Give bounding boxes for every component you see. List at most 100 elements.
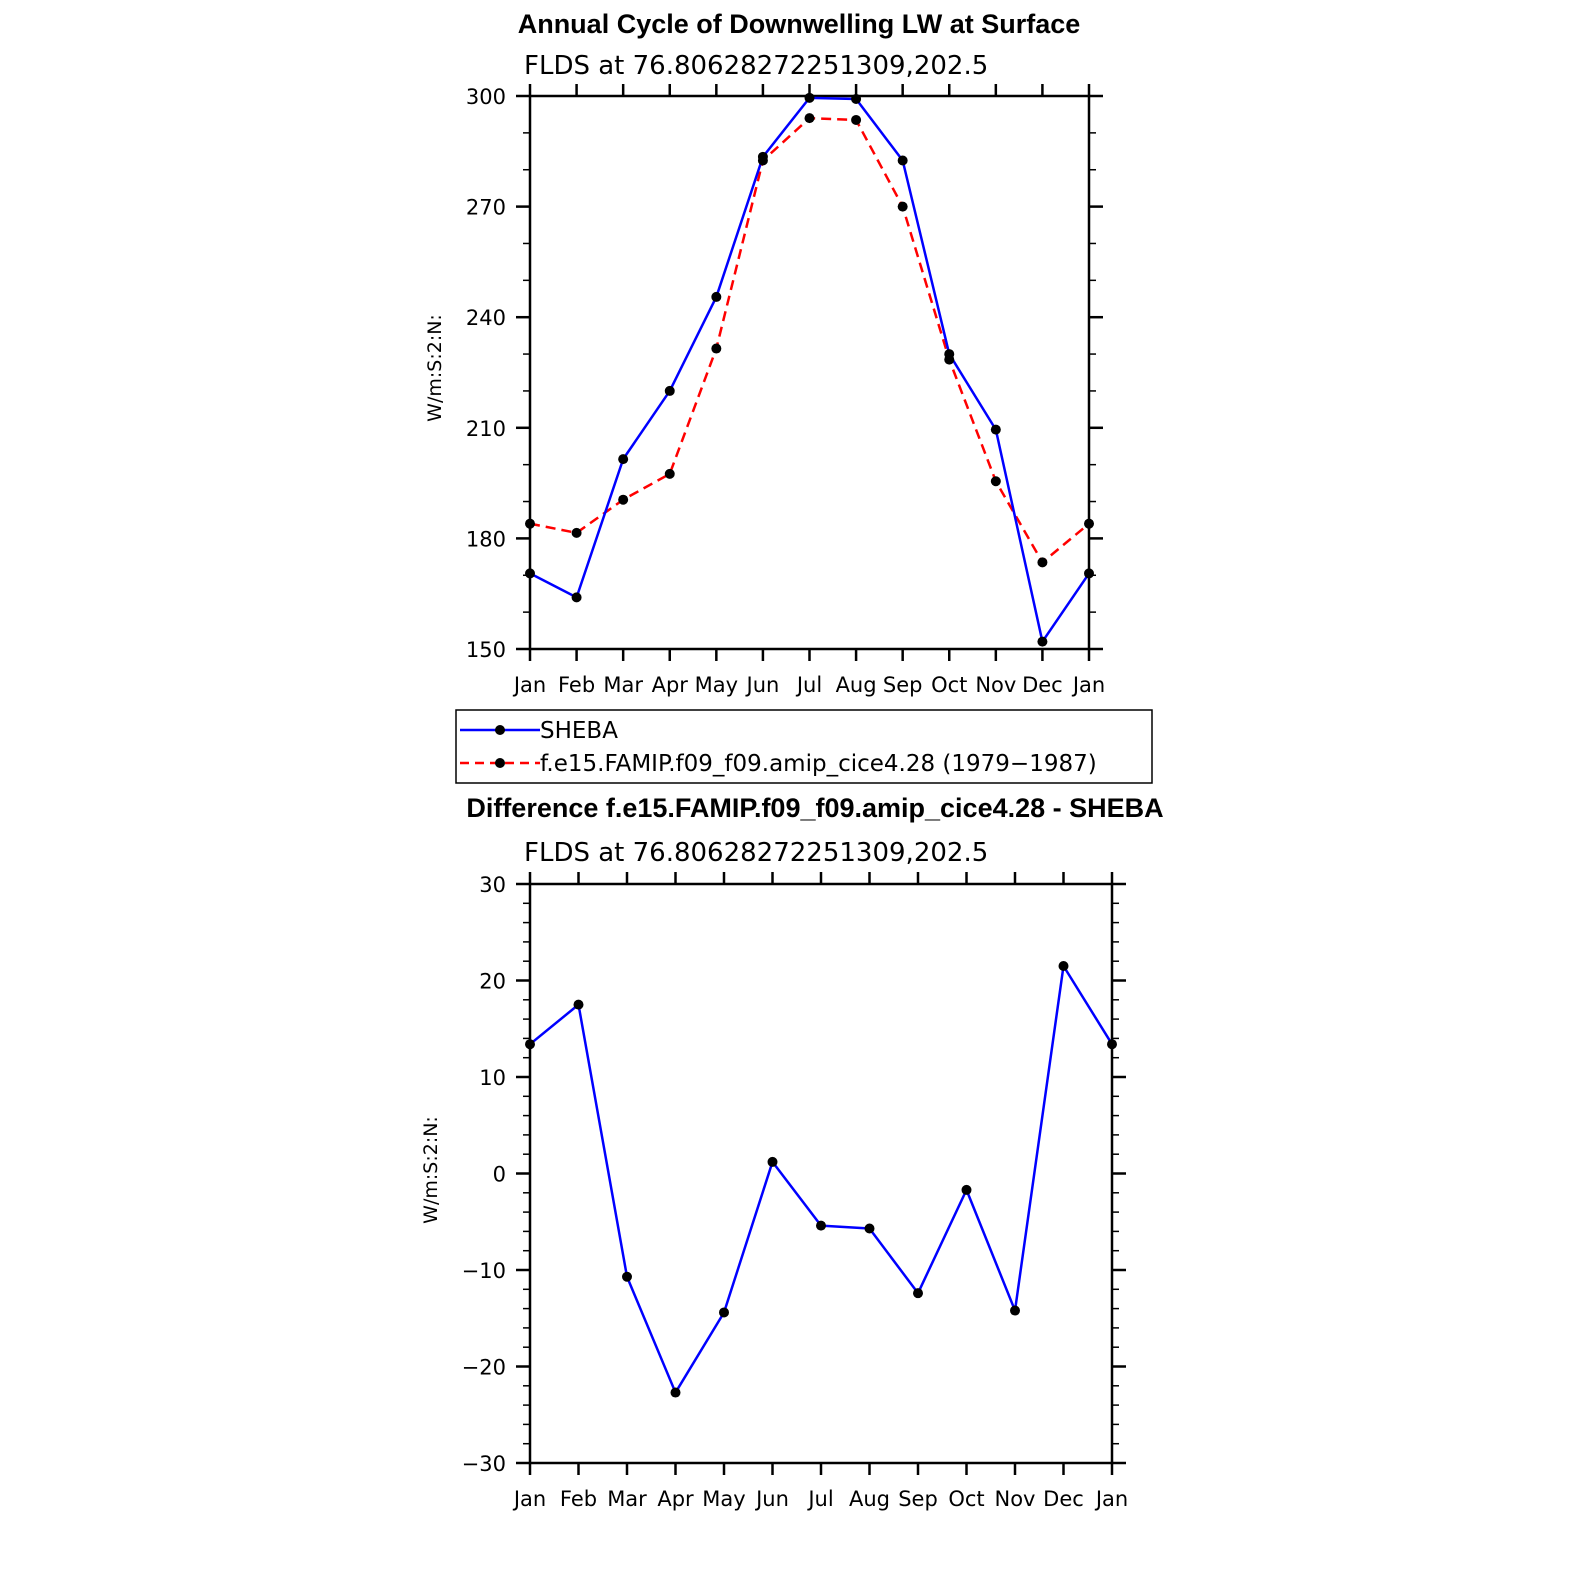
data-point-0 [670,1387,681,1398]
data-point-0 [525,568,535,579]
data-point-1 [757,155,768,166]
y-tick-label: 240 [466,306,506,330]
data-point-0 [525,1039,535,1050]
x-tick-label: Jul [795,673,822,697]
legend: SHEBA f.e15.FAMIP.f09_f09.amip_cice4.28 … [455,709,1153,784]
x-tick-label: Oct [948,1487,984,1511]
data-point-0 [767,1156,778,1167]
y-tick-label: 210 [466,417,506,441]
data-point-0 [1107,1039,1117,1050]
x-tick-label: Aug [836,673,877,697]
legend-entry-sheba: SHEBA [460,718,618,744]
data-point-0 [618,454,629,465]
data-point-0 [990,424,1001,435]
x-tick-label: Aug [849,1487,890,1511]
data-point-1 [944,354,955,365]
x-tick-label: May [702,1487,745,1511]
data-point-0 [571,592,582,603]
x-tick-label: Jan [512,673,546,697]
x-tick-label: Jun [745,673,780,697]
annual-cycle-chart: Annual Cycle of Downwelling LW at Surfac… [424,9,1105,697]
x-tick-label: Dec [1043,1487,1084,1511]
x-tick-label: Jan [1071,673,1105,697]
x-tick-label: Sep [898,1487,938,1511]
legend-label-sheba: SHEBA [540,718,618,744]
y-tick-label: 150 [466,638,506,662]
plot-frame [528,882,1114,1465]
x-tick-label: Apr [652,673,689,697]
data-point-1 [571,527,582,538]
data-point-1 [990,476,1001,487]
plot-marks [525,961,1117,1398]
data-point-0 [664,385,675,396]
y-tick-label: 270 [466,196,506,220]
plot-axes: Jan Feb Mar Apr May Jun Jul Aug Sep Oct Nov Dec Jan−… [462,872,1128,1511]
series-line-0 [529,96,1091,643]
y-tick-label: 20 [479,970,506,994]
data-point-1 [711,343,722,354]
y-tick-label: 10 [479,1066,506,1090]
chart-subtitle: FLDS at 76.80628272251309,202.5 [524,51,988,81]
x-tick-label: Mar [607,1487,647,1511]
y-tick-label: 30 [479,873,506,897]
data-point-1 [1084,518,1094,529]
data-point-1 [664,468,675,479]
data-point-1 [851,114,862,125]
x-tick-label: Feb [560,1487,597,1511]
x-tick-label: Nov [995,1487,1036,1511]
y-axis-label: W/m:S:2:N: [424,314,446,422]
data-point-0 [711,291,722,302]
x-tick-label: May [695,673,738,697]
chart-title: Difference f.e15.FAMIP.f09_f09.amip_cice… [466,793,1163,823]
data-point-0 [719,1307,729,1318]
x-tick-label: Oct [931,673,967,697]
legend-label-model: f.e15.FAMIP.f09_f09.amip_cice4.28 (1979−… [540,751,1097,777]
x-tick-label: Mar [603,673,643,697]
y-tick-label: 0 [493,1163,506,1187]
data-point-1 [1037,557,1048,568]
chart-title: Annual Cycle of Downwelling LW at Surfac… [518,9,1081,39]
data-point-0 [1010,1305,1020,1316]
series-line-0 [529,964,1114,1394]
x-tick-label: Jun [754,1487,789,1511]
data-point-0 [1084,568,1094,579]
y-tick-label: −20 [462,1356,506,1380]
data-point-1 [897,201,908,212]
x-tick-label: Feb [558,673,595,697]
data-point-1 [525,518,535,529]
x-tick-label: Jul [806,1487,833,1511]
data-point-0 [804,92,815,103]
data-point-0 [851,93,862,104]
data-point-0 [573,999,584,1010]
data-point-0 [1037,636,1048,647]
x-tick-label: Dec [1022,673,1063,697]
plot-axes: Jan Feb Mar Apr May Jun Jul Aug Sep Oct Nov Dec Jan1… [466,84,1105,697]
x-tick-label: Apr [657,1487,694,1511]
legend-entry-model: f.e15.FAMIP.f09_f09.amip_cice4.28 (1979−… [460,751,1097,777]
chart-subtitle: FLDS at 76.80628272251309,202.5 [524,838,988,868]
data-point-1 [618,494,629,505]
x-tick-label: Nov [975,673,1016,697]
y-tick-label: 300 [466,85,506,109]
legend-marker-model [495,758,505,768]
difference-chart: Difference f.e15.FAMIP.f09_f09.amip_cice… [420,793,1164,1511]
data-point-0 [913,1288,923,1299]
data-point-0 [622,1271,632,1282]
data-point-0 [961,1184,972,1195]
data-point-0 [816,1220,826,1231]
data-point-0 [897,155,908,166]
y-tick-label: −10 [462,1259,506,1283]
x-tick-label: Sep [883,673,923,697]
y-tick-label: −30 [462,1452,506,1476]
plot-marks [525,92,1094,647]
series-line-1 [529,116,1090,564]
plot-frame [528,94,1091,651]
y-axis-label: W/m:S:2:N: [420,1116,442,1224]
legend-box [455,709,1153,784]
data-point-0 [1058,961,1069,972]
x-tick-label: Jan [1094,1487,1128,1511]
data-point-0 [864,1223,875,1234]
legend-marker-sheba [495,725,505,735]
x-tick-label: Jan [512,1487,546,1511]
